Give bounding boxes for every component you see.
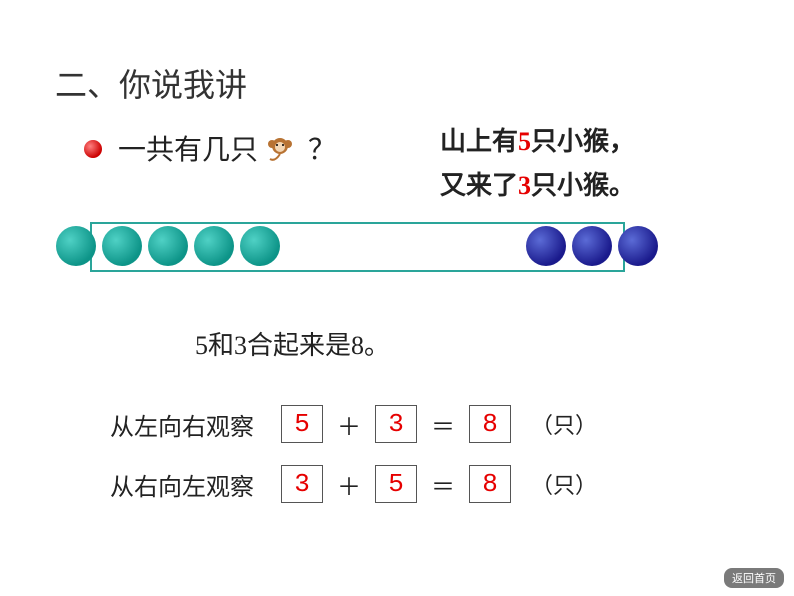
navy-circle bbox=[618, 226, 658, 266]
circles-row bbox=[56, 226, 664, 266]
num-box-c: 8 bbox=[469, 465, 511, 503]
teal-circle bbox=[240, 226, 280, 266]
combine-statement: 5和3合起来是8。 bbox=[195, 325, 390, 362]
back-home-button[interactable]: 返回首页 bbox=[724, 568, 784, 588]
context-post-1: 只小猴， bbox=[531, 127, 635, 156]
eq-label: 从右向左观察 bbox=[110, 467, 275, 502]
navy-circle bbox=[572, 226, 612, 266]
num-box-c: 8 bbox=[469, 405, 511, 443]
teal-circle bbox=[148, 226, 188, 266]
bullet-icon bbox=[84, 140, 102, 158]
plus-op: ＋ bbox=[337, 467, 361, 502]
equals-op: ＝ bbox=[431, 467, 455, 502]
plus-op: ＋ bbox=[337, 407, 361, 442]
context-line-2: 又来了3只小猴。 bbox=[440, 164, 635, 208]
teal-circle bbox=[102, 226, 142, 266]
monkey-icon bbox=[265, 134, 295, 172]
question-text: 一共有几只 ？ bbox=[118, 128, 336, 172]
context-pre-1: 山上有 bbox=[440, 127, 518, 156]
num-box-b: 3 bbox=[375, 405, 417, 443]
context-post-2: 只小猴。 bbox=[531, 171, 635, 200]
context-num-2: 3 bbox=[518, 171, 531, 200]
context-text: 山上有5只小猴， 又来了3只小猴。 bbox=[440, 120, 635, 208]
question-prefix: 一共有几只 bbox=[118, 135, 258, 166]
unit-label: （只） bbox=[531, 408, 597, 440]
context-pre-2: 又来了 bbox=[440, 171, 518, 200]
context-line-1: 山上有5只小猴， bbox=[440, 120, 635, 164]
teal-circle bbox=[194, 226, 234, 266]
section-title: 二、你说我讲 bbox=[55, 60, 247, 106]
context-num-1: 5 bbox=[518, 127, 531, 156]
num-box-a: 3 bbox=[281, 465, 323, 503]
num-box-a: 5 bbox=[281, 405, 323, 443]
teal-circle bbox=[56, 226, 96, 266]
num-box-b: 5 bbox=[375, 465, 417, 503]
eq-label: 从左向右观察 bbox=[110, 407, 275, 442]
equals-op: ＝ bbox=[431, 407, 455, 442]
equation-row-1: 从左向右观察 5 ＋ 3 ＝ 8 （只） bbox=[110, 405, 597, 443]
equation-row-2: 从右向左观察 3 ＋ 5 ＝ 8 （只） bbox=[110, 465, 597, 503]
navy-circle bbox=[526, 226, 566, 266]
unit-label: （只） bbox=[531, 468, 597, 500]
question-mark: ？ bbox=[308, 135, 336, 166]
